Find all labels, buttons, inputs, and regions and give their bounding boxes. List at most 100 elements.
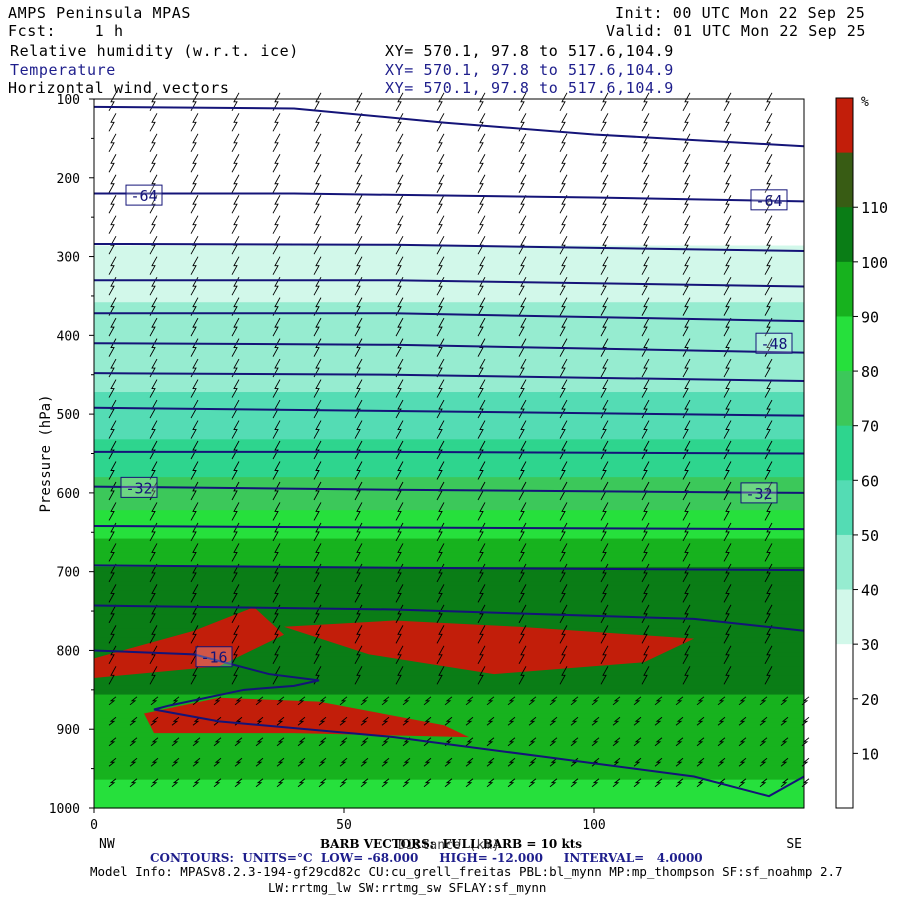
temperature-contour bbox=[93, 485, 805, 494]
wind-barb bbox=[272, 543, 281, 562]
wind-barb bbox=[395, 481, 404, 501]
temperature-contour bbox=[93, 524, 805, 531]
wind-barb bbox=[149, 625, 158, 644]
wind-barb bbox=[436, 297, 445, 316]
colorbar-swatch bbox=[836, 207, 853, 263]
wind-barb bbox=[190, 133, 199, 152]
wind-barb bbox=[477, 92, 486, 112]
wind-barb bbox=[528, 778, 537, 788]
wind-barb bbox=[723, 256, 732, 275]
wind-barb bbox=[612, 778, 621, 788]
wind-barb bbox=[600, 543, 609, 562]
rh-band bbox=[94, 392, 804, 398]
wind-barb bbox=[682, 645, 691, 665]
rh-band bbox=[94, 387, 804, 393]
wind-barb bbox=[395, 502, 404, 521]
wind-barb bbox=[231, 195, 240, 214]
wind-barb bbox=[149, 297, 158, 316]
wind-barb bbox=[150, 757, 159, 767]
wind-barb bbox=[477, 379, 486, 398]
colorbar-swatch bbox=[836, 425, 853, 481]
wind-barb bbox=[723, 440, 732, 460]
wind-barb bbox=[436, 133, 445, 152]
wind-barb bbox=[518, 235, 527, 255]
colorbar-swatch bbox=[836, 371, 853, 427]
rh-band bbox=[94, 141, 804, 147]
rh-band bbox=[94, 410, 804, 417]
wind-barb bbox=[682, 522, 691, 542]
colorbar-unit: % bbox=[861, 95, 869, 110]
wind-barb bbox=[190, 379, 199, 398]
wind-barb bbox=[682, 584, 691, 603]
wind-barb bbox=[518, 256, 527, 275]
rh-band bbox=[94, 529, 804, 535]
rh-band bbox=[94, 557, 804, 563]
wind-barb bbox=[559, 235, 568, 255]
wind-barb bbox=[149, 154, 158, 173]
wind-barb bbox=[559, 379, 568, 398]
rh-band bbox=[94, 708, 804, 715]
wind-barb bbox=[354, 543, 363, 562]
rh-band bbox=[94, 462, 804, 469]
rh-band bbox=[94, 680, 804, 686]
temperature-label: -64 bbox=[755, 192, 782, 210]
temperature-label-box bbox=[750, 189, 788, 211]
rh-band bbox=[94, 774, 804, 781]
wind-barb bbox=[477, 420, 486, 439]
wind-barb bbox=[381, 716, 390, 726]
wind-barb bbox=[313, 92, 322, 112]
temperature-contour bbox=[94, 312, 805, 323]
wind-barb bbox=[108, 256, 117, 275]
wind-barb bbox=[272, 92, 281, 112]
wind-barb bbox=[570, 696, 579, 706]
y-tick-label: 300 bbox=[57, 251, 80, 266]
wind-barb bbox=[108, 625, 117, 644]
wind-barb bbox=[231, 358, 240, 378]
wind-barb bbox=[764, 399, 773, 419]
wind-barb bbox=[354, 358, 363, 378]
wind-barb bbox=[559, 461, 568, 480]
wind-barb bbox=[641, 195, 650, 214]
wind-barb bbox=[764, 522, 773, 542]
temperature-label-box bbox=[755, 332, 793, 354]
rh-band bbox=[94, 510, 804, 516]
colorbar-swatch bbox=[836, 753, 853, 809]
wind-barb bbox=[528, 696, 537, 706]
wind-barb bbox=[717, 696, 726, 706]
wind-barb bbox=[591, 696, 600, 706]
rh-band bbox=[94, 784, 804, 790]
rh-band bbox=[94, 505, 804, 511]
wind-barb bbox=[600, 440, 609, 460]
rh-band bbox=[94, 434, 804, 440]
wind-barb bbox=[641, 379, 650, 398]
wind-barb bbox=[313, 563, 322, 583]
wind-barb bbox=[272, 625, 281, 644]
wind-barb bbox=[231, 379, 240, 398]
wind-barb bbox=[764, 543, 773, 562]
wind-barb bbox=[436, 502, 445, 521]
wind-barb bbox=[723, 625, 732, 644]
rh-band bbox=[94, 604, 804, 611]
wind-barb bbox=[313, 338, 322, 357]
wind-barb bbox=[444, 757, 453, 767]
rh-band bbox=[94, 217, 804, 223]
temperature-contour bbox=[94, 279, 805, 288]
wind-barb bbox=[423, 696, 432, 706]
wind-barb bbox=[313, 461, 322, 480]
rh-band bbox=[94, 704, 804, 710]
wind-barb bbox=[477, 625, 486, 644]
wind-barb bbox=[780, 696, 789, 706]
x-end-label-left: NW bbox=[99, 837, 115, 852]
wind-barb bbox=[190, 256, 199, 275]
wind-barb bbox=[559, 276, 568, 296]
wind-barb bbox=[436, 625, 445, 644]
wind-barb bbox=[764, 666, 773, 685]
rh-band bbox=[94, 169, 804, 176]
wind-barb bbox=[641, 256, 650, 275]
wind-barb bbox=[108, 604, 117, 624]
wind-barb bbox=[313, 502, 322, 521]
wind-barb bbox=[171, 778, 180, 788]
rh-band bbox=[94, 136, 804, 143]
wind-barb bbox=[313, 440, 322, 460]
colorbar-label: 100 bbox=[861, 254, 888, 272]
